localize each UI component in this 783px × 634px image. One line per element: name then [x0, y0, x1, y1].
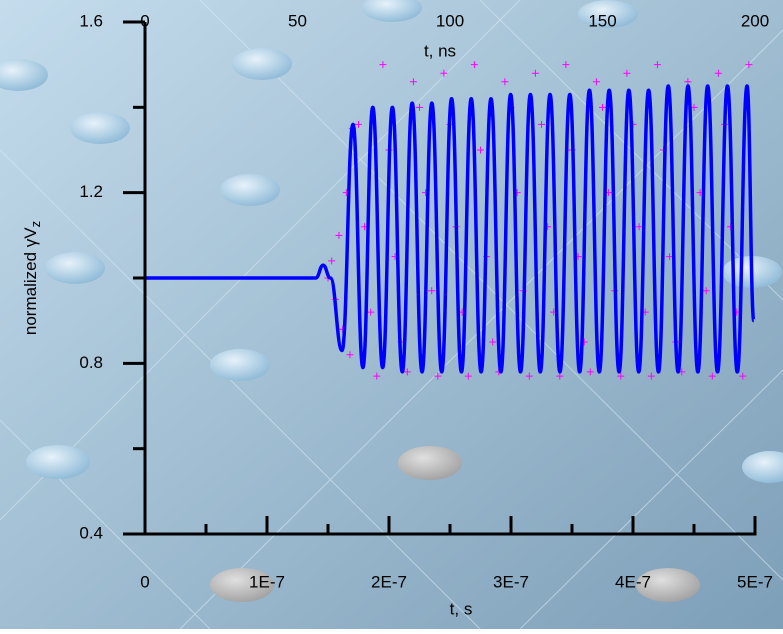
x2-axis-title: t, ns — [424, 41, 456, 60]
x-tick-label: 1E-7 — [249, 572, 285, 591]
x2-tick-label: 0 — [140, 11, 149, 30]
x-tick-label: 5E-7 — [737, 572, 773, 591]
chart: t, s t, ns normalized γVz 0.4 0.8 1.2 1.6 0 1… — [0, 0, 783, 629]
x-tick-label: 3E-7 — [493, 572, 529, 591]
x-tick-label: 0 — [140, 572, 149, 591]
x2-tick-label: 50 — [288, 11, 307, 30]
y-tick-label: 1.2 — [79, 182, 103, 201]
x2-tick-label: 200 — [741, 11, 769, 30]
x-axis-title: t, s — [450, 599, 473, 618]
x2-tick-label: 100 — [436, 11, 464, 30]
y-tick-label: 0.8 — [79, 353, 103, 372]
y-tick-label: 0.4 — [79, 523, 103, 542]
x2-tick-label: 150 — [588, 11, 616, 30]
x-tick-label: 2E-7 — [371, 572, 407, 591]
y-axis-title-text: normalized γV — [21, 227, 40, 335]
y-axis-title-subscript: z — [28, 221, 43, 228]
page: t, s t, ns normalized γVz 0.4 0.8 1.2 1.6 0 1… — [0, 0, 783, 629]
x-tick-label: 4E-7 — [615, 572, 651, 591]
y-axis-title: normalized γVz — [21, 221, 43, 335]
y-tick-label: 1.6 — [79, 11, 103, 30]
